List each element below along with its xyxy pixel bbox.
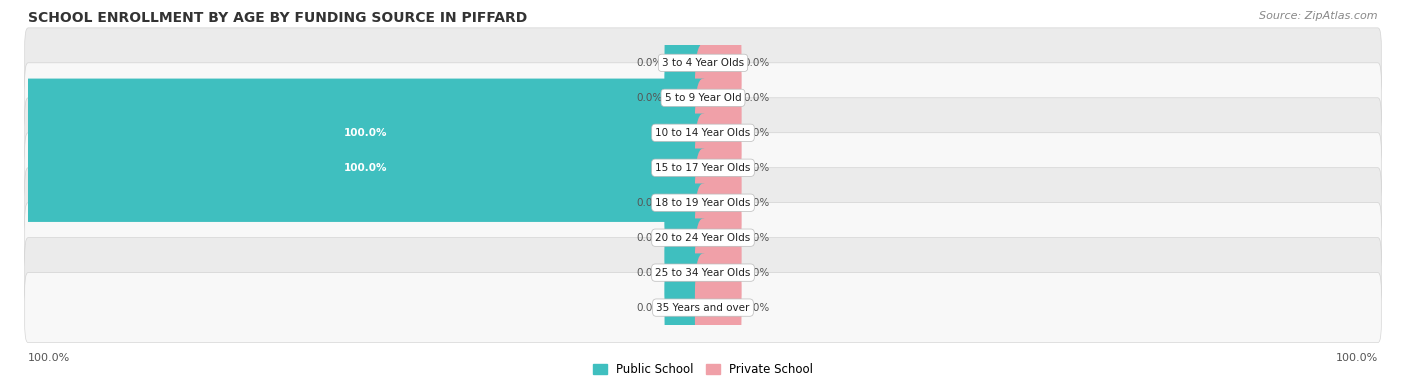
- Text: 100.0%: 100.0%: [1336, 353, 1378, 363]
- Text: 35 Years and over: 35 Years and over: [657, 303, 749, 313]
- Text: SCHOOL ENROLLMENT BY AGE BY FUNDING SOURCE IN PIFFARD: SCHOOL ENROLLMENT BY AGE BY FUNDING SOUR…: [28, 11, 527, 25]
- Text: 3 to 4 Year Olds: 3 to 4 Year Olds: [662, 58, 744, 68]
- FancyBboxPatch shape: [25, 203, 1381, 273]
- Text: 0.0%: 0.0%: [637, 198, 662, 208]
- Text: 0.0%: 0.0%: [637, 233, 662, 243]
- FancyBboxPatch shape: [25, 98, 1381, 168]
- FancyBboxPatch shape: [25, 133, 1381, 203]
- Text: 100.0%: 100.0%: [344, 163, 387, 173]
- FancyBboxPatch shape: [695, 183, 741, 292]
- FancyBboxPatch shape: [695, 79, 741, 187]
- Text: 0.0%: 0.0%: [744, 93, 769, 103]
- Text: 20 to 24 Year Olds: 20 to 24 Year Olds: [655, 233, 751, 243]
- Text: 0.0%: 0.0%: [637, 93, 662, 103]
- Text: Source: ZipAtlas.com: Source: ZipAtlas.com: [1260, 11, 1378, 21]
- FancyBboxPatch shape: [20, 113, 711, 222]
- FancyBboxPatch shape: [25, 168, 1381, 238]
- Text: 0.0%: 0.0%: [744, 58, 769, 68]
- Text: 0.0%: 0.0%: [744, 268, 769, 277]
- Text: 0.0%: 0.0%: [744, 163, 769, 173]
- FancyBboxPatch shape: [665, 43, 711, 152]
- Text: 0.0%: 0.0%: [637, 58, 662, 68]
- FancyBboxPatch shape: [665, 183, 711, 292]
- Text: 0.0%: 0.0%: [744, 198, 769, 208]
- FancyBboxPatch shape: [695, 253, 741, 362]
- Text: 10 to 14 Year Olds: 10 to 14 Year Olds: [655, 128, 751, 138]
- FancyBboxPatch shape: [20, 79, 711, 187]
- FancyBboxPatch shape: [25, 28, 1381, 98]
- Text: 100.0%: 100.0%: [28, 353, 70, 363]
- Text: 0.0%: 0.0%: [744, 233, 769, 243]
- Text: 0.0%: 0.0%: [637, 303, 662, 313]
- Text: 18 to 19 Year Olds: 18 to 19 Year Olds: [655, 198, 751, 208]
- Text: 5 to 9 Year Old: 5 to 9 Year Old: [665, 93, 741, 103]
- Text: 0.0%: 0.0%: [744, 128, 769, 138]
- FancyBboxPatch shape: [665, 253, 711, 362]
- FancyBboxPatch shape: [25, 63, 1381, 133]
- FancyBboxPatch shape: [665, 149, 711, 257]
- FancyBboxPatch shape: [695, 9, 741, 117]
- FancyBboxPatch shape: [695, 149, 741, 257]
- FancyBboxPatch shape: [25, 238, 1381, 308]
- Text: 15 to 17 Year Olds: 15 to 17 Year Olds: [655, 163, 751, 173]
- Text: 25 to 34 Year Olds: 25 to 34 Year Olds: [655, 268, 751, 277]
- Text: 0.0%: 0.0%: [744, 303, 769, 313]
- FancyBboxPatch shape: [695, 113, 741, 222]
- FancyBboxPatch shape: [695, 218, 741, 327]
- FancyBboxPatch shape: [665, 9, 711, 117]
- Text: 0.0%: 0.0%: [637, 268, 662, 277]
- FancyBboxPatch shape: [665, 218, 711, 327]
- Legend: Public School, Private School: Public School, Private School: [588, 358, 818, 378]
- FancyBboxPatch shape: [25, 273, 1381, 342]
- FancyBboxPatch shape: [695, 43, 741, 152]
- Text: 100.0%: 100.0%: [344, 128, 387, 138]
